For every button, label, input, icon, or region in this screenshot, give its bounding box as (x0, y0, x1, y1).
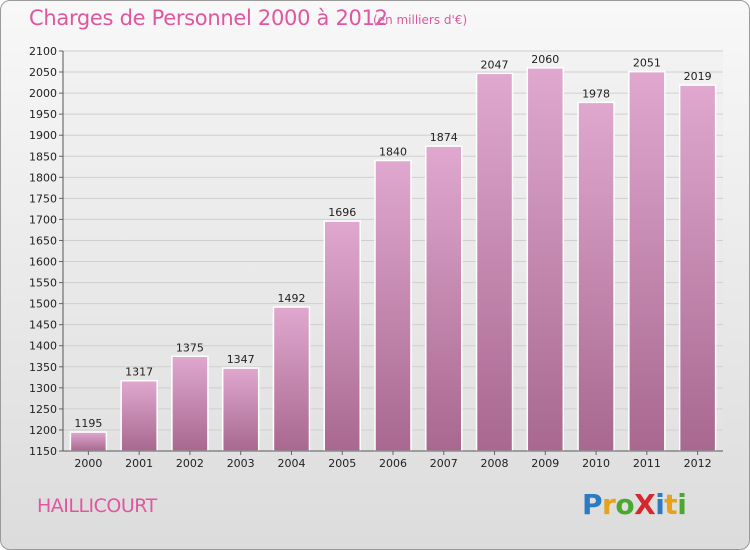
bar-2007 (425, 145, 463, 452)
data-label-2001: 1317 (125, 366, 153, 379)
x-tick-label-2005: 2005 (328, 457, 356, 470)
data-label-2000: 1195 (74, 417, 102, 430)
y-tick-label: 1350 (29, 361, 57, 374)
chart-subtitle: (en milliers d'€) (373, 13, 468, 27)
bar-2012 (678, 84, 717, 452)
data-label-2004: 1492 (277, 292, 305, 305)
logo-letter: X (634, 488, 656, 521)
x-tick-label-2009: 2009 (531, 457, 559, 470)
x-tick-label-2003: 2003 (227, 457, 255, 470)
logo-letter: P (582, 488, 603, 521)
data-label-2005: 1696 (328, 206, 356, 219)
proxiti-logo: ProXiti (582, 488, 687, 521)
x-tick-label-2002: 2002 (176, 457, 204, 470)
data-label-2012: 2019 (684, 70, 712, 83)
data-label-2011: 2051 (633, 57, 661, 70)
logo-letter: t (664, 488, 678, 521)
bar-2011 (628, 70, 666, 452)
y-tick-label: 1250 (29, 403, 57, 416)
y-tick-label: 1550 (29, 277, 57, 290)
bars: 1195 1317 1375 1347 1492 1696 1840 1874 2047 2060… (69, 53, 717, 452)
y-tick-label: 1500 (29, 298, 57, 311)
y-tick-label: 2100 (29, 45, 57, 58)
x-tick-label-2008: 2008 (481, 457, 509, 470)
data-label-2002: 1375 (176, 341, 204, 354)
y-tick-label: 1900 (29, 129, 57, 142)
bar-2002 (171, 355, 209, 452)
data-label-2010: 1978 (582, 87, 610, 100)
bar-2003 (221, 367, 260, 452)
x-tick-label-2000: 2000 (74, 457, 102, 470)
bar-2010 (577, 101, 615, 452)
bar-2000 (69, 431, 108, 452)
bar-2006 (374, 159, 412, 452)
y-tick-label: 1400 (29, 340, 57, 353)
data-label-2007: 1874 (430, 131, 458, 144)
y-tick-label: 2000 (29, 87, 57, 100)
data-label-2009: 2060 (531, 53, 559, 66)
y-tick-label: 1700 (29, 213, 57, 226)
y-tick-label: 1600 (29, 256, 57, 269)
chart-title: Charges de Personnel 2000 à 2012 (29, 6, 388, 30)
bar-2005 (323, 220, 361, 452)
y-tick-label: 1850 (29, 150, 57, 163)
axes: 1150 1200 1250 1300 1350 1400 1450 1500 1550 1600… (29, 45, 723, 470)
data-label-2006: 1840 (379, 145, 407, 158)
y-tick-label: 1750 (29, 192, 57, 205)
y-tick-label: 1450 (29, 319, 57, 332)
x-tick-label-2010: 2010 (582, 457, 610, 470)
data-label-2003: 1347 (227, 353, 255, 366)
x-tick-label-2006: 2006 (379, 457, 407, 470)
x-tick-label-2011: 2011 (633, 457, 661, 470)
y-tick-label: 1200 (29, 424, 57, 437)
logo-letter: o (615, 488, 635, 521)
bar-2009 (526, 67, 565, 452)
logo-letter: i (677, 488, 687, 521)
x-tick-label-2001: 2001 (125, 457, 153, 470)
data-label-2008: 2047 (481, 58, 509, 71)
y-tick-label: 1950 (29, 108, 57, 121)
logo-letter: i (655, 488, 665, 521)
logo-letter: r (602, 488, 616, 521)
bar-2008 (475, 72, 514, 452)
y-tick-label: 2050 (29, 66, 57, 79)
commune-name: HAILLICOURT (37, 495, 157, 517)
y-tick-label: 1150 (29, 445, 57, 458)
x-tick-label-2007: 2007 (430, 457, 458, 470)
x-tick-label-2004: 2004 (277, 457, 305, 470)
x-tick-label-2012: 2012 (684, 457, 712, 470)
y-tick-label: 1650 (29, 234, 57, 247)
y-tick-label: 1300 (29, 382, 57, 395)
bar-2001 (120, 379, 158, 452)
bar-2004 (272, 306, 311, 452)
y-tick-label: 1800 (29, 171, 57, 184)
